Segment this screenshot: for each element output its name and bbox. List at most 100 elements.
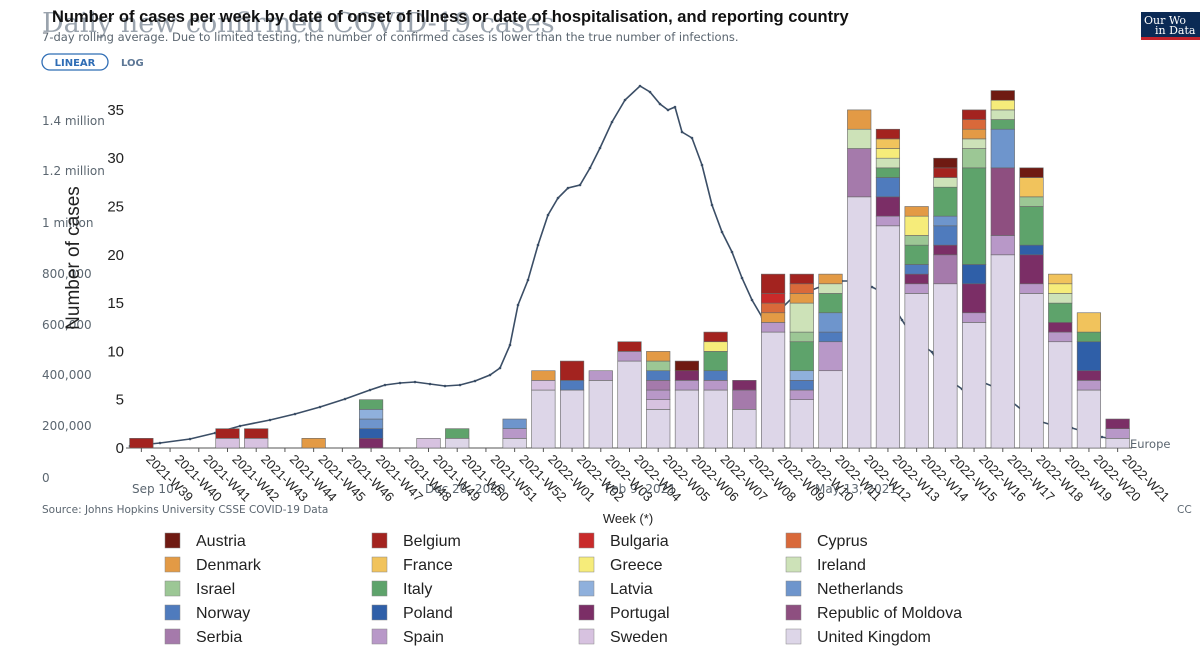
legend-label: Denmark xyxy=(196,557,262,574)
background-y-tick: 0 xyxy=(42,471,50,485)
legend-label: Cyprus xyxy=(817,533,868,550)
bar-segment-netherlands xyxy=(358,418,384,429)
legend-label: Norway xyxy=(196,605,250,622)
europe-series-marker xyxy=(690,136,694,140)
bar-segment-belgium xyxy=(961,109,987,120)
bar-segment-spain xyxy=(674,380,700,391)
bar-segment-spain xyxy=(1048,331,1073,343)
bar-segment-portugal xyxy=(732,380,757,391)
legend: Austria Belgium Bulgaria Cyprus Denmark Franc… xyxy=(164,532,962,646)
bar-segment-republic-of-moldova xyxy=(990,167,1015,236)
legend-item-united-kingdom: United Kingdom xyxy=(785,628,931,646)
bar-segment-greece xyxy=(904,215,929,236)
europe-series-marker xyxy=(398,381,402,385)
background-chart-title: Daily new confirmed COVID-19 cases xyxy=(42,8,555,39)
legend-item-poland: Poland xyxy=(371,604,453,622)
europe-series-marker xyxy=(473,379,477,383)
legend-item-belgium: Belgium xyxy=(371,532,461,550)
log-toggle-button[interactable]: LOG xyxy=(121,58,144,69)
bar-segment-united-kingdom xyxy=(990,254,1015,449)
europe-series-marker xyxy=(443,384,447,388)
bar-segment-united-kingdom xyxy=(1105,438,1130,449)
bar-segment-cyprus xyxy=(760,302,786,314)
bar-segment-israel xyxy=(961,148,987,169)
bar-segment-austria xyxy=(1019,167,1044,178)
bar-segment-denmark xyxy=(760,312,786,323)
bar-segment-denmark xyxy=(904,206,929,217)
bar-segment-norway xyxy=(933,225,958,246)
bar-segment-sweden xyxy=(416,438,441,449)
bar-segment-united-kingdom xyxy=(588,380,613,449)
europe-series-marker xyxy=(188,437,192,441)
bar-segment-italy xyxy=(1076,331,1102,343)
europe-series-marker xyxy=(578,183,582,187)
legend-item-austria: Austria xyxy=(164,532,246,550)
bar-segment-ireland xyxy=(847,128,872,149)
bar-segment-spain xyxy=(502,428,527,439)
y-tick-label: 35 xyxy=(107,102,124,119)
europe-series-marker xyxy=(318,405,322,409)
legend-label: Spain xyxy=(403,629,444,646)
bar-segment-portugal xyxy=(1048,322,1073,333)
y-axis-label: Number of cases xyxy=(63,186,84,330)
europe-series-marker xyxy=(610,120,614,124)
legend-item-sweden: Sweden xyxy=(578,628,668,646)
bar-segment-portugal xyxy=(933,244,958,256)
background-chart-subtitle: 7-day rolling average. Due to limited te… xyxy=(42,30,739,44)
europe-series-marker xyxy=(516,303,520,307)
bar-segment-netherlands xyxy=(933,215,958,227)
bar-segment-spain xyxy=(1105,428,1130,439)
europe-series-marker xyxy=(870,285,874,289)
bar-segment-belgium xyxy=(933,167,958,178)
bar-segment-portugal xyxy=(961,283,987,314)
europe-series-marker xyxy=(658,102,662,106)
bar-segment-greece xyxy=(990,99,1015,111)
legend-swatch xyxy=(164,604,181,621)
bar-segment-israel xyxy=(789,331,814,343)
background-chart: Daily new confirmed COVID-19 cases 7-day… xyxy=(41,8,1200,516)
bar-segment-portugal xyxy=(674,370,700,381)
legend-label: Serbia xyxy=(196,629,242,646)
legend-label: Republic of Moldova xyxy=(817,605,962,622)
bar-segment-united-kingdom xyxy=(559,389,585,449)
bar-segment-denmark xyxy=(301,438,326,449)
bar-segment-portugal xyxy=(1105,418,1130,429)
owid-logo: Our Wo in Data xyxy=(1141,12,1200,40)
bar-segment-serbia xyxy=(732,389,757,410)
svg-text:Our Wo: Our Wo xyxy=(1144,14,1186,27)
legend-swatch xyxy=(371,580,388,597)
legend-label: Greece xyxy=(610,557,663,574)
bar-segment-belgium xyxy=(617,341,642,352)
linear-toggle-button[interactable]: LINEAR xyxy=(41,53,109,71)
bar-segment-italy xyxy=(904,244,929,265)
bar-segment-united-kingdom xyxy=(961,322,987,449)
background-y-tick: 800,000 xyxy=(42,267,92,281)
background-source: Source: Johns Hopkins University CSSE CO… xyxy=(42,504,328,516)
legend-item-greece: Greece xyxy=(578,556,663,574)
bar-segment-netherlands xyxy=(990,128,1015,169)
svg-text:in Data: in Data xyxy=(1155,24,1196,37)
europe-series-marker xyxy=(900,318,904,322)
background-y-axis: 1.4 million 1.2 million 1 million 800,000 60… xyxy=(42,114,105,485)
legend-swatch xyxy=(578,604,595,621)
europe-series-marker xyxy=(343,397,347,401)
bar-segment-netherlands xyxy=(502,418,527,429)
europe-series-marker xyxy=(680,130,684,134)
legend-swatch xyxy=(371,628,388,645)
legend-item-cyprus: Cyprus xyxy=(785,532,868,550)
bar-segment-sweden xyxy=(646,399,671,410)
background-x-tick: Dec 20, 2020 xyxy=(425,482,505,496)
legend-item-spain: Spain xyxy=(371,628,444,646)
europe-series-marker xyxy=(700,163,704,167)
legend-label: Italy xyxy=(403,581,432,598)
bar-segment-ireland xyxy=(818,283,843,294)
y-tick-label: 20 xyxy=(107,247,124,264)
bar-segment-united-kingdom xyxy=(760,331,786,449)
bar-segment-serbia xyxy=(646,380,671,391)
stacked-bars xyxy=(129,90,1130,449)
europe-series-marker xyxy=(293,412,297,416)
europe-series-marker xyxy=(566,186,570,190)
legend-swatch xyxy=(785,628,802,645)
linear-toggle-label: LINEAR xyxy=(55,58,96,69)
europe-series-marker xyxy=(238,424,242,428)
